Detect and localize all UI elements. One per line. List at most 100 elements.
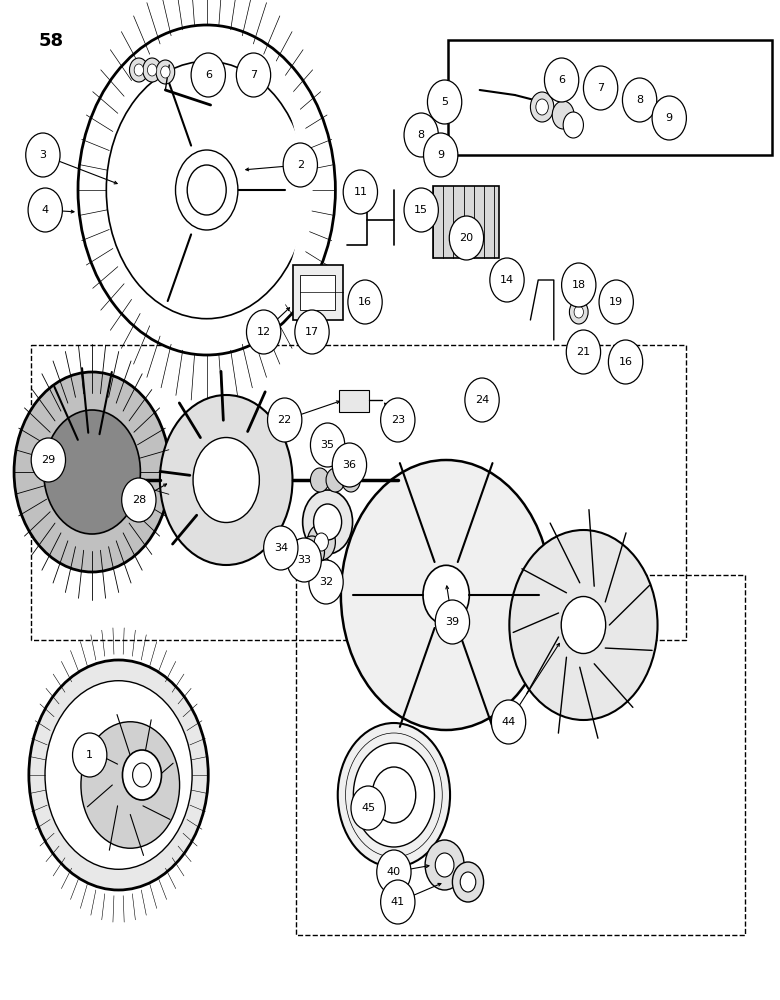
Circle shape: [423, 565, 470, 625]
Circle shape: [26, 133, 60, 177]
Circle shape: [425, 840, 464, 890]
Circle shape: [452, 862, 484, 902]
Text: 12: 12: [257, 327, 271, 337]
Circle shape: [342, 468, 360, 492]
Circle shape: [566, 330, 601, 374]
Circle shape: [509, 530, 658, 720]
Text: 8: 8: [636, 95, 643, 105]
Text: 23: 23: [391, 415, 405, 425]
Text: 6: 6: [558, 75, 565, 85]
Circle shape: [536, 99, 548, 115]
Text: 32: 32: [319, 577, 333, 587]
Circle shape: [599, 280, 633, 324]
Circle shape: [295, 310, 329, 354]
Text: 16: 16: [619, 357, 633, 367]
Text: 19: 19: [609, 297, 623, 307]
Circle shape: [31, 438, 66, 482]
Circle shape: [268, 398, 302, 442]
Text: 15: 15: [414, 205, 428, 215]
Text: 41: 41: [391, 897, 405, 907]
Text: 24: 24: [475, 395, 489, 405]
Circle shape: [78, 25, 335, 355]
Circle shape: [326, 468, 345, 492]
Circle shape: [353, 743, 434, 847]
Text: 9: 9: [665, 113, 673, 123]
Circle shape: [563, 112, 583, 138]
Circle shape: [341, 460, 551, 730]
Text: 18: 18: [572, 280, 586, 290]
Circle shape: [309, 560, 343, 604]
Circle shape: [574, 306, 583, 318]
Circle shape: [45, 681, 192, 869]
Circle shape: [310, 468, 329, 492]
Circle shape: [160, 395, 292, 565]
Text: 34: 34: [274, 543, 288, 553]
Text: 4: 4: [41, 205, 49, 215]
Circle shape: [106, 61, 307, 319]
Text: 5: 5: [441, 97, 448, 107]
Text: 8: 8: [417, 130, 425, 140]
Bar: [433, 186, 499, 258]
Circle shape: [264, 526, 298, 570]
Circle shape: [122, 750, 161, 800]
Circle shape: [28, 188, 62, 232]
Text: 29: 29: [41, 455, 55, 465]
Circle shape: [351, 786, 385, 830]
Circle shape: [287, 538, 321, 582]
Text: 58: 58: [39, 32, 64, 50]
Circle shape: [622, 78, 657, 122]
Text: 35: 35: [321, 440, 335, 450]
Text: 21: 21: [576, 347, 590, 357]
Circle shape: [147, 64, 157, 76]
Circle shape: [544, 58, 579, 102]
Circle shape: [562, 596, 606, 654]
Circle shape: [314, 504, 342, 540]
Bar: [300, 275, 335, 310]
Circle shape: [310, 423, 345, 467]
Circle shape: [404, 113, 438, 157]
Text: 28: 28: [132, 495, 146, 505]
Circle shape: [338, 723, 450, 867]
Bar: [339, 390, 369, 412]
Text: 3: 3: [40, 150, 46, 160]
Circle shape: [427, 80, 462, 124]
Text: 2: 2: [296, 160, 304, 170]
Circle shape: [236, 53, 271, 97]
Circle shape: [381, 880, 415, 924]
Circle shape: [303, 490, 353, 554]
Circle shape: [348, 280, 382, 324]
Circle shape: [193, 438, 259, 522]
Circle shape: [143, 58, 161, 82]
Circle shape: [583, 66, 618, 110]
Circle shape: [133, 763, 151, 787]
Circle shape: [552, 101, 574, 129]
Circle shape: [435, 600, 470, 644]
Circle shape: [652, 96, 686, 140]
Circle shape: [176, 150, 238, 230]
Text: 11: 11: [353, 187, 367, 197]
Text: 9: 9: [437, 150, 445, 160]
Circle shape: [246, 310, 281, 354]
Circle shape: [404, 188, 438, 232]
Circle shape: [122, 478, 156, 522]
Circle shape: [377, 850, 411, 894]
Circle shape: [306, 544, 318, 560]
Text: 7: 7: [250, 70, 257, 80]
Circle shape: [81, 722, 179, 848]
Text: 14: 14: [500, 275, 514, 285]
Circle shape: [283, 143, 317, 187]
Bar: [448, 40, 772, 155]
Text: 6: 6: [205, 70, 211, 80]
Circle shape: [530, 92, 554, 122]
Circle shape: [460, 872, 476, 892]
Circle shape: [156, 60, 175, 84]
Circle shape: [343, 170, 378, 214]
Circle shape: [332, 443, 367, 487]
Circle shape: [562, 263, 596, 307]
Circle shape: [29, 660, 208, 890]
Text: 17: 17: [305, 327, 319, 337]
Circle shape: [381, 398, 415, 442]
Circle shape: [73, 733, 107, 777]
Circle shape: [372, 767, 416, 823]
Circle shape: [449, 216, 484, 260]
